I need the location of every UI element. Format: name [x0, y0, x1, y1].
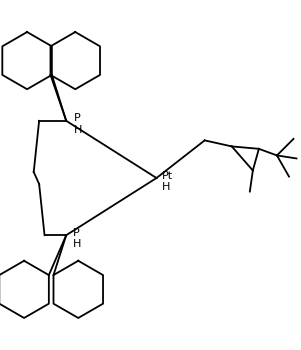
Text: H: H [162, 182, 170, 192]
Text: P: P [74, 113, 80, 124]
Text: P: P [73, 228, 79, 238]
Text: Pt: Pt [162, 170, 173, 181]
Text: H: H [74, 125, 82, 135]
Text: H: H [73, 239, 81, 249]
